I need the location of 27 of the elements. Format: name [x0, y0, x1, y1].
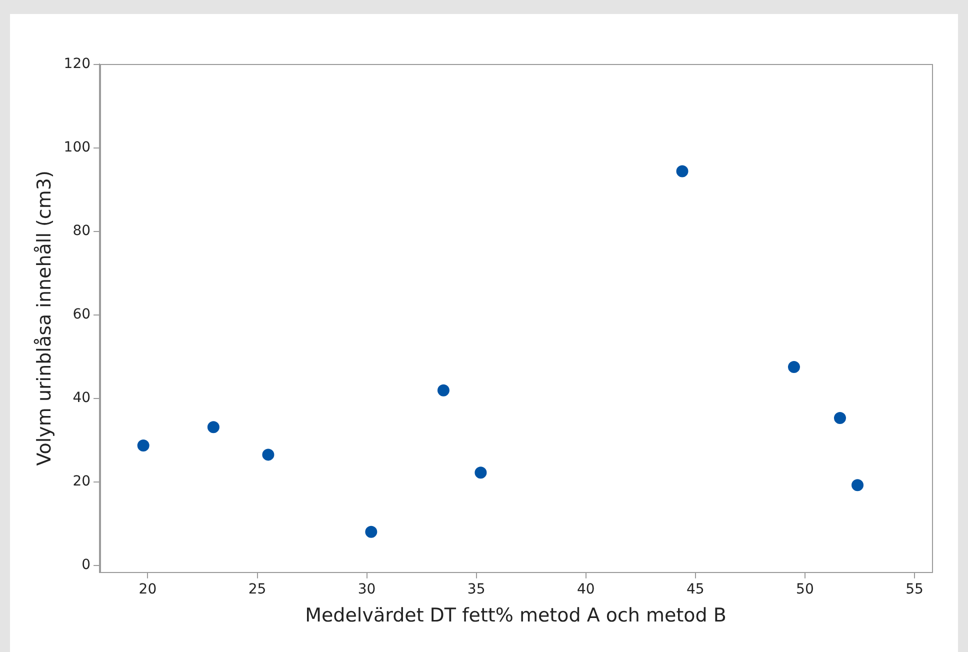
point: [788, 361, 800, 374]
point: [834, 412, 846, 424]
y-tick-label: 100: [64, 140, 91, 156]
y-tick-label: 80: [72, 223, 91, 240]
y-tick-label: 120: [64, 56, 91, 72]
y-tick-label: 40: [72, 390, 91, 406]
point: [437, 384, 450, 396]
x-axis-title: Medelvärdet DT fett% metod A och metod B: [305, 604, 726, 627]
x-tick-label: 40: [576, 581, 595, 598]
y-tick-label: 60: [72, 306, 91, 322]
y-tick-label: 0: [82, 556, 91, 573]
point: [365, 526, 378, 538]
y-tick-label: 20: [72, 473, 91, 490]
x-tick-label: 25: [248, 581, 266, 598]
x-tick-label: 20: [138, 581, 157, 598]
point: [137, 440, 150, 452]
point: [262, 448, 274, 461]
x-tick-label: 45: [686, 581, 704, 598]
x-tick-label: 35: [467, 581, 486, 598]
point: [474, 466, 487, 479]
x-tick-label: 50: [796, 581, 814, 598]
y-axis-title: Volym urinblåsa innehåll (cm3): [33, 170, 56, 466]
point: [676, 165, 688, 178]
point: [207, 421, 220, 434]
x-tick-label: 30: [358, 581, 376, 598]
x-tick-label: 55: [906, 581, 924, 598]
point: [852, 479, 864, 492]
